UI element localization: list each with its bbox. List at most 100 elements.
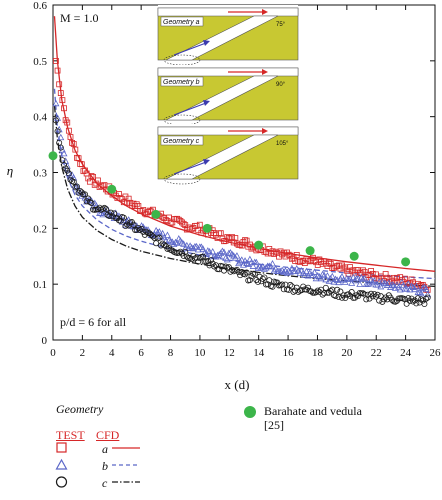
test-point-b: [270, 266, 278, 274]
geometry-inset-2: Geometry b 90°: [157, 65, 299, 126]
inset-hole: [165, 15, 279, 61]
test-point-c: [410, 298, 417, 305]
test-point-c: [61, 162, 68, 169]
test-point-b: [349, 273, 357, 281]
coolant-arrow: [173, 42, 207, 56]
test-point-c: [408, 295, 415, 302]
test-point-c: [242, 271, 249, 278]
test-point-b: [246, 255, 254, 263]
coolant-arrow: [173, 102, 207, 116]
test-point-c: [103, 206, 110, 213]
test-point-b: [52, 99, 60, 107]
test-point-b: [404, 280, 412, 287]
mainstream-arrowhead: [262, 69, 268, 75]
test-point-a: [361, 268, 368, 275]
x-tick-label: 10: [194, 347, 206, 359]
test-point-b: [351, 276, 359, 284]
test-point-a: [174, 215, 181, 222]
test-point-c: [348, 289, 355, 296]
test-point-c: [411, 297, 418, 304]
test-point-b: [322, 275, 330, 283]
test-point-c: [334, 286, 341, 293]
geometry-inset-1: Geometry a 75°: [157, 5, 299, 66]
test-point-c: [313, 289, 320, 296]
test-point-c: [237, 272, 244, 279]
test-point-b: [62, 157, 70, 164]
test-point-c: [392, 298, 399, 305]
test-point-c: [326, 289, 333, 296]
test-point-b: [411, 285, 419, 293]
test-point-b: [338, 272, 346, 280]
test-point-b: [81, 194, 89, 201]
x-tick-label: 0: [50, 347, 56, 359]
y-tick-label: 0.2: [33, 223, 47, 235]
test-point-b: [327, 274, 335, 282]
test-point-c: [423, 295, 430, 302]
y-tick-label: 0.3: [33, 168, 47, 180]
test-point-b: [73, 182, 81, 189]
test-point-b: [218, 247, 226, 254]
test-point-c: [101, 204, 108, 211]
test-point-b: [172, 238, 180, 246]
test-point-b: [361, 274, 369, 282]
test-point-c: [309, 289, 316, 296]
legend-a-label: a: [102, 442, 108, 456]
test-point-c: [122, 223, 129, 230]
inset-label: Geometry b: [163, 79, 200, 86]
test-point-b: [58, 146, 66, 153]
mach-annotation: M = 1.0: [60, 11, 98, 25]
test-point-b: [233, 252, 241, 259]
test-point-a: [358, 270, 365, 277]
test-point-a: [398, 276, 405, 283]
test-point-b: [370, 277, 378, 284]
test-point-b: [301, 271, 309, 278]
test-point-b: [180, 240, 188, 247]
test-point-b: [223, 255, 231, 263]
test-point-b: [332, 275, 340, 282]
test-point-a: [53, 58, 59, 64]
test-point-c: [261, 274, 268, 281]
test-point-c: [106, 212, 113, 219]
test-point-b: [317, 274, 325, 282]
x-tick-label: 8: [168, 347, 174, 359]
test-point-c: [109, 213, 116, 220]
test-point-c: [421, 301, 428, 308]
test-point-c: [332, 292, 339, 299]
x-axis-label: x (d): [225, 377, 250, 392]
test-point-c: [254, 278, 261, 285]
test-point-b: [336, 275, 344, 282]
test-point-c: [381, 296, 388, 303]
test-point-c: [143, 228, 150, 235]
test-point-b: [249, 262, 257, 269]
test-point-b: [155, 228, 163, 235]
test-point-a: [339, 262, 345, 269]
test-point-b: [209, 247, 217, 255]
test-point-a: [240, 238, 247, 245]
test-point-b: [323, 272, 331, 279]
legend-b-marker: [55, 458, 68, 470]
test-point-b: [220, 248, 228, 255]
test-point-b: [419, 284, 427, 291]
test-point-a: [61, 105, 67, 112]
test-point-b: [159, 229, 167, 237]
cfd-line-a: [53, 16, 436, 272]
legend-reference-marker: [244, 406, 256, 418]
test-point-c: [73, 183, 80, 190]
test-point-b: [328, 272, 336, 280]
test-point-a: [187, 224, 193, 231]
test-point-a: [217, 230, 224, 237]
test-point-a: [360, 267, 366, 274]
test-point-b: [212, 253, 220, 260]
reference-point: [401, 257, 411, 267]
test-point-b: [288, 264, 296, 272]
test-point-a: [225, 234, 232, 241]
test-point-a: [95, 177, 101, 184]
reference-point: [254, 240, 264, 250]
test-point-c: [243, 269, 250, 276]
x-tick-label: 18: [312, 347, 324, 359]
test-point-a: [169, 219, 176, 226]
test-point-b: [356, 280, 364, 287]
reference-point: [151, 209, 161, 219]
test-point-b: [277, 267, 285, 275]
test-point-b: [314, 272, 322, 279]
